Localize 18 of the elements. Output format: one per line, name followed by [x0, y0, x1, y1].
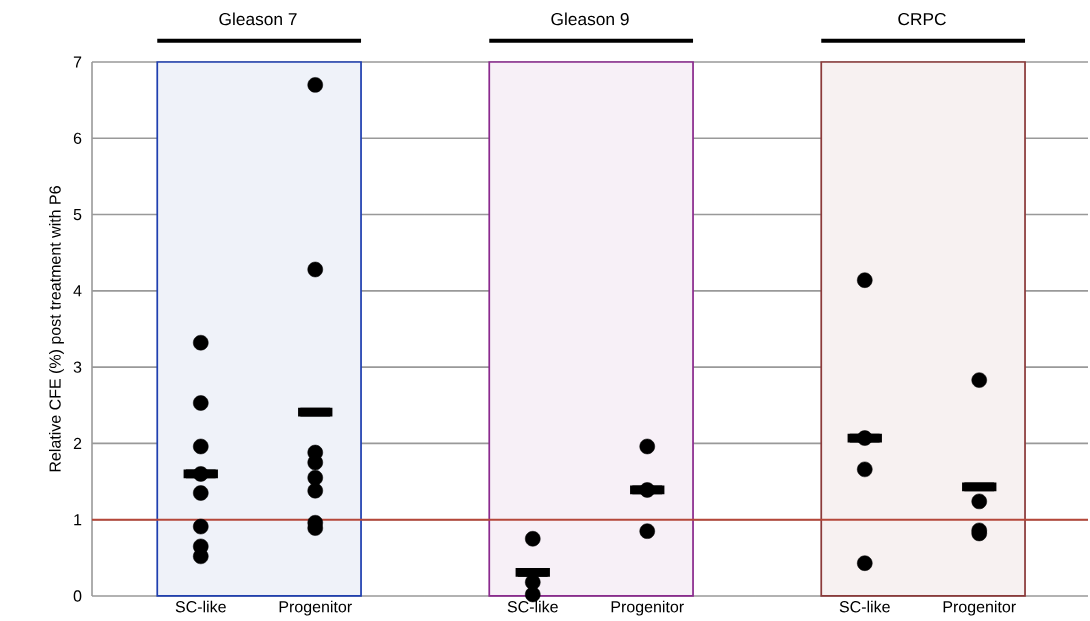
y-tick-label: 4 — [73, 285, 82, 297]
y-tick-label: 1 — [74, 514, 82, 526]
y-tick-label: 2 — [73, 437, 82, 449]
x-tick-label: SC-like — [507, 600, 558, 613]
x-tick-label: Progenitor — [279, 600, 352, 616]
chart-title: Gleason 9 — [551, 12, 629, 26]
chart-title: Gleason 7 — [219, 12, 297, 26]
x-tick-label: SC-like — [175, 600, 226, 613]
y-tick-label: 0 — [73, 590, 82, 602]
y-tick-label: 6 — [73, 132, 82, 144]
chart-title: CRPC — [898, 12, 946, 26]
x-tick-label: Progenitor — [611, 600, 684, 616]
y-axis-title: Relative CFE (%) post treatment with P6 — [49, 186, 64, 472]
y-tick-label: 5 — [73, 209, 82, 221]
y-tick-label: 7 — [73, 56, 82, 68]
x-tick-label: SC-like — [839, 600, 890, 613]
y-tick-label: 3 — [73, 361, 82, 373]
x-tick-label: Progenitor — [943, 600, 1016, 616]
